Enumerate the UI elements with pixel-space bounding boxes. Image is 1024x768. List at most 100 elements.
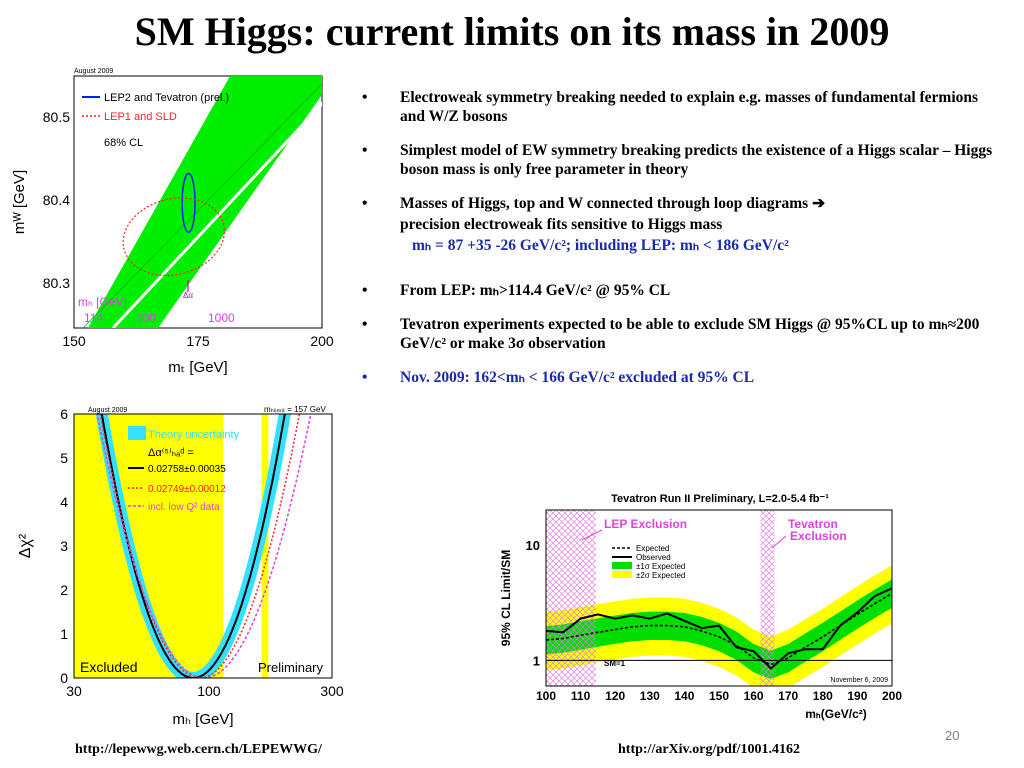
tevatron-x-tick: 190 <box>847 689 867 703</box>
tevatron-x-tick: 140 <box>674 689 694 703</box>
sm1-label: SM=1 <box>604 659 626 668</box>
y-tick-10: 10 <box>526 538 540 553</box>
chi2-curve-alt <box>99 414 301 678</box>
bullet-3-formula: mₕ = 87 +35 -26 GeV/c²; including LEP: m… <box>412 237 789 254</box>
legend-1sigma-swatch <box>612 562 632 569</box>
tevatron-x-tick: 160 <box>744 689 764 703</box>
tevatron-x-tick: 180 <box>813 689 833 703</box>
tevatron-exclusion-arrow <box>771 535 787 549</box>
chi2-y-ticks: 0 1 2 3 4 5 6 <box>60 406 68 686</box>
chi2-y-axis-label: Δχ² <box>17 533 34 558</box>
y-tick-80.3: 80.3 <box>43 275 70 291</box>
chi2-y-tick: 0 <box>60 670 68 686</box>
y-tick-80.4: 80.4 <box>43 192 70 208</box>
tevatron-x-tick: 100 <box>536 689 556 703</box>
legend-black: 0.02758±0.00035 <box>148 464 226 475</box>
mw-mt-svg: Δα August 2009 LEP2 and Tevatron (prel.)… <box>11 68 334 376</box>
band-edge <box>82 83 322 328</box>
chi2-y-tick: 3 <box>60 538 68 554</box>
bullet-3-continuation: precision electroweak fits sensitive to … <box>400 216 723 233</box>
tevatron-frame <box>545 509 893 687</box>
tevatron-x-tick: 200 <box>882 689 902 703</box>
bullet-5: • Tevatron experiments expected to be abl… <box>362 316 980 352</box>
chi2-y-tick: 1 <box>60 626 68 642</box>
lep-exclusion-hatch <box>546 510 596 686</box>
tevatron-x-tick: 120 <box>605 689 625 703</box>
page-number: 20 <box>945 728 960 743</box>
legend-1sigma: ±1σ Expected <box>636 562 685 571</box>
delta-chi2-plot: August 2009 mₕₗᵢₘᵢₜ = 157 GeV Theory unc… <box>8 402 346 732</box>
bullet-3: • Masses of Higgs, top and W connected th… <box>362 195 826 212</box>
tevatron-y-axis-label: 95% CL Limit/SM <box>499 550 513 646</box>
chi2-y-tick: 6 <box>60 406 68 422</box>
source-link-arxiv[interactable]: http://arXiv.org/pdf/1001.4162 <box>618 742 801 757</box>
y-axis-label: mᵂ [GeV] <box>11 170 28 234</box>
y-tick-1: 1 <box>533 653 540 668</box>
lep-exclusion-arrow <box>581 529 603 541</box>
tevatron-x-tick: 110 <box>571 689 591 703</box>
band-white-line <box>111 101 322 328</box>
bullet-list: • Electroweak symmetry breaking needed to… <box>360 88 1000 402</box>
band-tick-300: 300 <box>136 311 156 325</box>
excluded-lep-region <box>74 414 224 678</box>
preliminary-label: Preliminary <box>258 660 324 675</box>
tevatron-x-ticks: 100 110 120 130 140 150 160 170 180 190 200 <box>536 689 902 703</box>
band-tick-1000: 1000 <box>208 311 235 325</box>
lep2-ellipse <box>181 172 196 233</box>
tevatron-limit-plot: Tevatron Run II Preliminary, L=2.0-5.4 f… <box>496 486 904 724</box>
legend-theory: Theory uncertainty <box>148 429 240 441</box>
y-tick-80.5: 80.5 <box>43 109 70 125</box>
chi2-corner-label: August 2009 <box>88 407 127 414</box>
tevatron-x-tick: 170 <box>778 689 798 703</box>
lep1-ellipse <box>122 197 226 277</box>
lep-exclusion-label: LEP Exclusion <box>604 517 687 531</box>
legend-red: 0.02749±0.00012 <box>148 484 226 495</box>
x-tick-175: 175 <box>186 333 210 349</box>
expected-line <box>546 592 892 666</box>
chi2-y-tick: 4 <box>60 494 68 510</box>
mw-mt-plot: Δα August 2009 LEP2 and Tevatron (prel.)… <box>8 62 346 400</box>
tevatron-x-tick: 150 <box>709 689 729 703</box>
excluded-tevatron-region <box>261 414 269 678</box>
chi2-x-axis-label: mₕ [GeV] <box>172 711 233 728</box>
excluded-label: Excluded <box>80 659 138 675</box>
legend-lep2: LEP2 and Tevatron (prel.) <box>104 92 229 104</box>
chi2-y-tick: 2 <box>60 582 68 598</box>
bullet-6: • Nov. 2009: 162<mₕ < 166 GeV/c² excluded… <box>362 369 755 386</box>
chi2-limit-label: mₕₗᵢₘᵢₜ = 157 GeV <box>264 405 326 414</box>
legend-lep1: LEP1 and SLD <box>104 111 177 123</box>
legend-theory-swatch <box>128 426 146 440</box>
tevatron-exclusion-label-1: Tevatron <box>788 517 838 531</box>
date-label: November 6, 2009 <box>830 677 888 684</box>
legend-2sigma: ±2σ Expected <box>636 571 685 580</box>
x-axis-label: mₜ [GeV] <box>168 359 227 376</box>
delta-alpha-label: Δα <box>183 291 193 300</box>
legend-2sigma-swatch <box>612 571 632 578</box>
x-tick-150: 150 <box>62 333 86 349</box>
tevatron-exclusion-label-2: Exclusion <box>790 529 847 543</box>
higgs-band <box>88 76 322 328</box>
x-tick-300: 300 <box>320 683 344 699</box>
chi2-frame <box>73 413 333 679</box>
x-tick-30: 30 <box>66 683 82 699</box>
slide-title: SM Higgs: current limits on its mass in … <box>134 9 890 54</box>
chi2-svg: August 2009 mₕₗᵢₘᵢₜ = 157 GeV Theory unc… <box>17 405 344 728</box>
band-label: mₕ [GeV] <box>78 295 127 309</box>
bullet-4: • From LEP: mₕ>114.4 GeV/c² @ 95% CL <box>362 282 671 299</box>
x-tick-100: 100 <box>197 683 221 699</box>
tevatron-x-tick: 130 <box>640 689 660 703</box>
tevatron-exclusion-hatch <box>760 510 775 686</box>
legend-observed: Observed <box>636 553 671 562</box>
tevatron-x-axis-label: mₕ(GeV/c²) <box>805 707 867 721</box>
legend-expected: Expected <box>636 544 669 553</box>
bullet-1: • Electroweak symmetry breaking needed to… <box>362 89 979 125</box>
corner-label: August 2009 <box>74 68 113 75</box>
tevatron-title: Tevatron Run II Preliminary, L=2.0-5.4 f… <box>611 493 829 505</box>
legend-cl: 68% CL <box>104 137 143 149</box>
one-sigma-band <box>546 579 892 679</box>
source-link-lepewwg[interactable]: http://lepewwg.web.cern.ch/LEPEWWG/ <box>75 742 322 757</box>
tevatron-svg: Tevatron Run II Preliminary, L=2.0-5.4 f… <box>499 493 902 721</box>
bullet-2: • Simplest model of EW symmetry breaking … <box>362 142 993 178</box>
x-tick-200: 200 <box>310 333 334 349</box>
legend-delta-alpha: Δα⁽⁵⁾ₕₐᵈ = <box>148 447 194 459</box>
